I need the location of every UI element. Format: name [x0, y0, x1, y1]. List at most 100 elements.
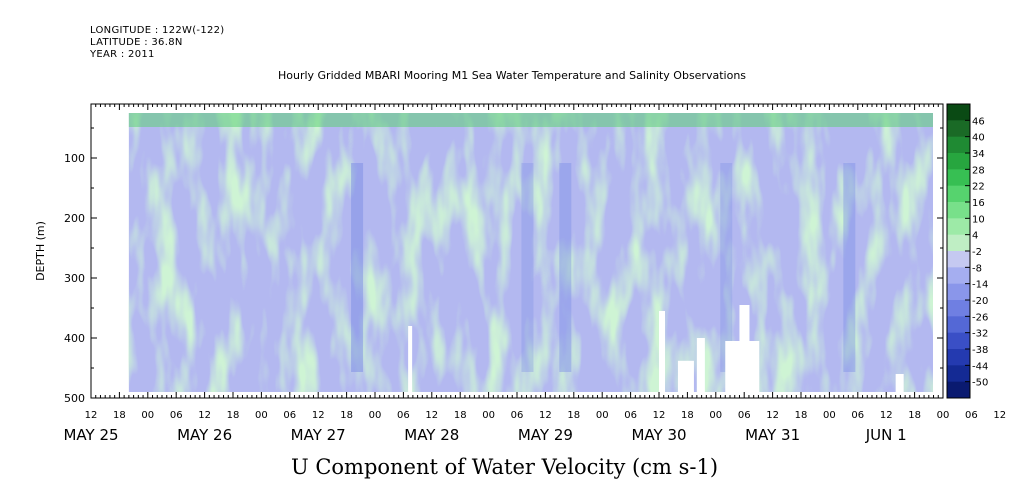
- x-hour-label: 18: [681, 410, 694, 421]
- x-hour-label: 12: [653, 410, 666, 421]
- longitude-label: LONGITUDE : 122W(-122): [90, 25, 225, 36]
- x-day-label: MAY 27: [291, 426, 346, 444]
- colorbar-label: -32: [972, 329, 988, 340]
- x-hour-label: 18: [454, 410, 467, 421]
- latitude-label: LATITUDE : 36.8N: [90, 37, 183, 48]
- negative-band: [351, 163, 364, 372]
- colorbar-swatch: [947, 185, 970, 203]
- colorbar-label: 28: [972, 165, 985, 176]
- colorbar-label: 10: [972, 214, 985, 225]
- colorbar-swatch: [947, 349, 970, 366]
- colorbar-label: -2: [972, 247, 982, 258]
- colorbar-label: 16: [972, 198, 985, 209]
- x-hour-label: 00: [937, 410, 950, 421]
- colorbar-label: -44: [972, 361, 988, 372]
- x-hour-label: 18: [227, 410, 240, 421]
- colorbar-swatch: [947, 300, 970, 317]
- x-day-label: MAY 29: [518, 426, 573, 444]
- colorbar-swatch: [947, 153, 970, 170]
- x-hour-label: 06: [624, 410, 637, 421]
- colorbar-swatch: [947, 316, 970, 334]
- surface-band: [128, 113, 933, 127]
- colorbar-label: 4: [972, 231, 978, 242]
- colorbar-swatch: [947, 136, 970, 154]
- missing-data: [895, 374, 904, 392]
- x-hour-label: 06: [965, 410, 978, 421]
- colorbar-swatch: [947, 202, 970, 219]
- x-day-label: MAY 30: [631, 426, 686, 444]
- missing-data: [677, 360, 694, 392]
- x-hour-label: 06: [170, 410, 183, 421]
- negative-band: [559, 163, 572, 372]
- colorbar-label: -8: [972, 263, 982, 274]
- x-hour-label: 06: [397, 410, 410, 421]
- x-hour-label: 18: [113, 410, 126, 421]
- velocity-field-fill: [128, 113, 933, 392]
- x-day-label: MAY 26: [177, 426, 232, 444]
- x-hour-label: 12: [425, 410, 438, 421]
- x-hour-label: 06: [851, 410, 864, 421]
- x-hour-label: 06: [511, 410, 524, 421]
- x-hour-label: 12: [993, 410, 1006, 421]
- colorbar-swatch: [947, 381, 970, 399]
- x-hour-label: 12: [880, 410, 893, 421]
- colorbar-swatch: [947, 218, 970, 236]
- x-hour-label: 00: [482, 410, 495, 421]
- colorbar-swatch: [947, 120, 970, 138]
- missing-data: [696, 338, 705, 392]
- colorbar-swatch: [947, 104, 970, 121]
- y-tick-label: 100: [64, 152, 85, 165]
- x-hour-label: 12: [85, 410, 98, 421]
- negative-band: [843, 163, 856, 372]
- colorbar-swatch: [947, 283, 970, 301]
- x-hour-label: 00: [255, 410, 268, 421]
- x-hour-label: 12: [312, 410, 325, 421]
- x-hour-label: 00: [823, 410, 836, 421]
- colorbar-label: 46: [972, 116, 985, 127]
- x-hour-label: 06: [283, 410, 296, 421]
- negative-band: [521, 163, 534, 372]
- velocity-field: [128, 113, 933, 392]
- y-tick-label: 300: [64, 272, 85, 285]
- colorbar-label: 34: [972, 149, 985, 160]
- colorbar-label: 22: [972, 182, 985, 193]
- colorbar-label: -50: [972, 378, 988, 389]
- colorbar-swatch: [947, 169, 970, 187]
- colorbar-swatch: [947, 234, 970, 252]
- x-hour-label: 18: [908, 410, 921, 421]
- x-day-label: JUN 1: [865, 426, 907, 444]
- negative-band: [720, 163, 733, 372]
- colorbar-swatch: [947, 332, 970, 350]
- x-hour-label: 18: [340, 410, 353, 421]
- x-hour-label: 18: [567, 410, 580, 421]
- missing-data: [659, 311, 665, 392]
- y-tick-label: 200: [64, 212, 85, 225]
- x-hour-label: 00: [141, 410, 154, 421]
- x-hour-label: 12: [766, 410, 779, 421]
- x-day-label: MAY 31: [745, 426, 800, 444]
- missing-data: [408, 326, 413, 392]
- x-hour-label: 00: [709, 410, 722, 421]
- colorbar: 46 40 34 28 22 16 10 4 -2 -8 -14 -20 -26 -32 -38 -44 -50: [946, 103, 988, 399]
- axes: 12 18 00 06 12 18 00 06 12 18 00 06 12 18 00 06 12 18 00 06…: [63, 104, 1006, 444]
- y-tick-label: 400: [64, 332, 85, 345]
- colorbar-label: -20: [972, 296, 988, 307]
- x-hour-label: 00: [369, 410, 382, 421]
- missing-data: [725, 341, 760, 392]
- colorbar-swatch: [947, 267, 970, 285]
- colorbar-label: -26: [972, 312, 988, 323]
- colorbar-swatch: [947, 365, 970, 383]
- colorbar-label: -14: [972, 280, 988, 291]
- colorbar-label: -38: [972, 345, 988, 356]
- x-hour-label: 12: [198, 410, 211, 421]
- year-label: YEAR : 2011: [90, 49, 155, 60]
- chart-title: Hourly Gridded MBARI Mooring M1 Sea Wate…: [277, 69, 747, 82]
- x-day-label: MAY 25: [63, 426, 118, 444]
- x-hour-label: 00: [596, 410, 609, 421]
- x-hour-label: 06: [738, 410, 751, 421]
- colorbar-swatch: [947, 251, 970, 268]
- chart-subtitle: U Component of Water Velocity (cm s-1): [290, 455, 719, 479]
- x-hour-label: 18: [795, 410, 808, 421]
- y-tick-label: 500: [64, 392, 85, 405]
